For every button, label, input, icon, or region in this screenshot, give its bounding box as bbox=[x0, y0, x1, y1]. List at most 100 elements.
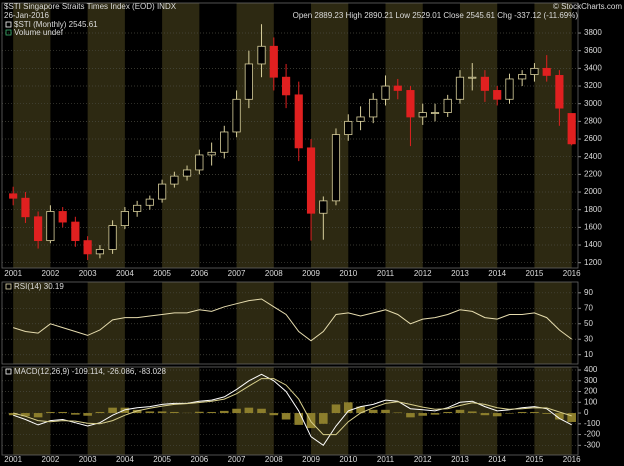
histogram-bar bbox=[430, 413, 440, 415]
credit: © StockCharts.com bbox=[553, 2, 622, 11]
y-tick-label: -100 bbox=[584, 419, 601, 428]
year-band bbox=[311, 367, 349, 455]
y-tick-label: 200 bbox=[584, 387, 598, 396]
panel-border bbox=[1, 281, 579, 365]
price-info: Open 2889.23 High 2890.21 Low 2529.01 Cl… bbox=[293, 11, 579, 20]
candle-body bbox=[170, 175, 179, 185]
y-tick-label: 3200 bbox=[584, 81, 602, 90]
candle-body bbox=[518, 74, 527, 80]
year-band bbox=[87, 282, 125, 364]
x-tick-label: 2001 bbox=[4, 269, 22, 278]
legend-swatch bbox=[5, 368, 12, 375]
histogram-bar bbox=[108, 407, 117, 414]
candle-body bbox=[71, 221, 80, 242]
x-tick-label: 2008 bbox=[265, 269, 283, 278]
candle-body bbox=[21, 197, 30, 218]
x-tick-label: 2001 bbox=[4, 455, 22, 464]
series-line bbox=[13, 298, 572, 342]
histogram-bar bbox=[492, 413, 502, 417]
legend-label: Volume undef bbox=[14, 28, 64, 37]
x-tick-label: 2009 bbox=[302, 269, 320, 278]
year-band bbox=[162, 282, 200, 364]
year-band bbox=[385, 282, 423, 364]
y-tick-label: 2000 bbox=[584, 187, 602, 196]
histogram-bar bbox=[393, 412, 403, 414]
x-tick-label: 2002 bbox=[42, 455, 60, 464]
y-tick-label: 2200 bbox=[584, 169, 602, 178]
x-tick-label: 2006 bbox=[190, 269, 208, 278]
histogram-bar bbox=[46, 411, 55, 414]
histogram-bar bbox=[170, 411, 179, 414]
y-tick-label: -300 bbox=[584, 440, 601, 449]
candle-body bbox=[505, 78, 514, 100]
histogram-bar bbox=[145, 411, 155, 414]
y-tick-label: 2400 bbox=[584, 152, 602, 161]
histogram-bar bbox=[517, 411, 527, 414]
candle-body bbox=[344, 120, 353, 136]
legend-swatch bbox=[5, 21, 12, 28]
x-tick-label: 2011 bbox=[377, 269, 395, 278]
histogram-bar bbox=[467, 411, 477, 414]
y-tick-label: -200 bbox=[584, 430, 601, 439]
year-band bbox=[459, 367, 498, 455]
x-tick-label: 2009 bbox=[302, 455, 320, 464]
histogram-bar bbox=[95, 411, 105, 414]
x-tick-label: 2006 bbox=[190, 455, 208, 464]
candle-body bbox=[95, 249, 105, 255]
candle-body bbox=[257, 45, 266, 65]
year-band bbox=[13, 367, 51, 455]
candle-body bbox=[480, 76, 490, 91]
histogram-bar bbox=[455, 409, 465, 414]
y-tick-label: 3400 bbox=[584, 63, 602, 72]
year-band bbox=[13, 3, 51, 268]
legend-label: RSI(14) 30.19 bbox=[14, 282, 64, 291]
panel-border bbox=[1, 2, 579, 269]
candle-body bbox=[331, 134, 341, 202]
x-tick-label: 2016 bbox=[563, 269, 581, 278]
histogram-bar bbox=[480, 413, 490, 416]
x-tick-label: 2015 bbox=[526, 455, 544, 464]
histogram-bar bbox=[157, 411, 167, 414]
chart-subtitle: 26-Jan-2016 bbox=[4, 11, 49, 20]
candle-body bbox=[195, 154, 204, 171]
candle-body bbox=[269, 45, 278, 78]
histogram-bar bbox=[257, 408, 266, 414]
y-tick-label: 50 bbox=[584, 319, 593, 328]
histogram-bar bbox=[343, 402, 353, 414]
year-band bbox=[311, 3, 349, 268]
histogram-bar bbox=[207, 411, 216, 414]
candle-body bbox=[319, 200, 328, 214]
y-tick-label: 3600 bbox=[584, 46, 602, 55]
x-tick-label: 2012 bbox=[414, 269, 432, 278]
histogram-bar bbox=[33, 413, 43, 418]
x-tick-label: 2015 bbox=[526, 269, 544, 278]
candle-body bbox=[232, 98, 241, 133]
candle-body bbox=[530, 67, 539, 75]
x-tick-label: 2004 bbox=[116, 269, 134, 278]
year-band bbox=[236, 282, 274, 364]
y-tick-label: 70 bbox=[584, 303, 593, 312]
x-tick-label: 2014 bbox=[488, 455, 506, 464]
year-band bbox=[534, 282, 572, 364]
histogram-bar bbox=[443, 411, 452, 414]
candle-body bbox=[145, 198, 154, 206]
y-tick-label: 2600 bbox=[584, 134, 602, 143]
x-tick-label: 2002 bbox=[42, 269, 60, 278]
histogram-bar bbox=[269, 413, 279, 416]
histogram-bar bbox=[294, 413, 304, 425]
x-tick-label: 2003 bbox=[79, 269, 97, 278]
histogram-bar bbox=[83, 413, 92, 416]
y-tick-label: 3000 bbox=[584, 99, 602, 108]
histogram-bar bbox=[505, 413, 514, 414]
candle-body bbox=[493, 90, 502, 100]
histogram-bar bbox=[71, 413, 80, 415]
year-band bbox=[236, 3, 274, 268]
histogram-bar bbox=[356, 406, 365, 414]
legend-swatch bbox=[5, 29, 12, 36]
x-tick-label: 2003 bbox=[79, 455, 97, 464]
y-tick-label: 30 bbox=[584, 334, 593, 343]
candle-body bbox=[294, 94, 303, 149]
y-tick-label: 100 bbox=[584, 397, 598, 406]
candle-body bbox=[158, 183, 167, 200]
